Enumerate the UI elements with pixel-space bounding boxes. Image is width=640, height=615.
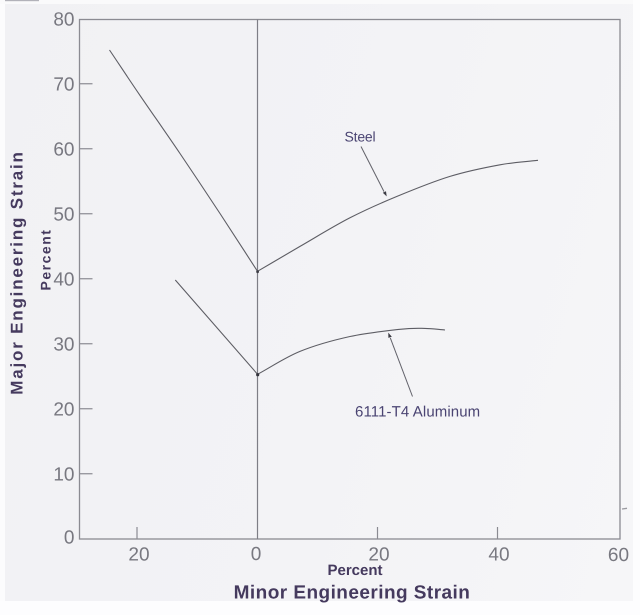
svg-text:0: 0 (251, 544, 262, 565)
svg-text:40: 40 (53, 269, 74, 290)
svg-text:30: 30 (53, 334, 74, 355)
svg-text:Major Engineering Strain: Major Engineering Strain (8, 150, 27, 394)
svg-text:10: 10 (53, 464, 74, 485)
svg-text:20: 20 (53, 399, 74, 420)
svg-text:6111-T4 Aluminum: 6111-T4 Aluminum (355, 403, 480, 420)
svg-text:0: 0 (64, 528, 75, 549)
svg-text:40: 40 (488, 545, 509, 566)
svg-text:Minor Engineering Strain: Minor Engineering Strain (234, 583, 471, 604)
svg-text:70: 70 (53, 74, 74, 95)
svg-text:60: 60 (53, 139, 74, 160)
svg-text:20: 20 (128, 545, 149, 566)
svg-text:Percent: Percent (38, 229, 54, 291)
svg-text:80: 80 (53, 9, 74, 30)
svg-text:20: 20 (368, 545, 389, 566)
svg-text:Steel: Steel (345, 129, 376, 145)
svg-text:60: 60 (608, 545, 629, 566)
svg-text:Percent: Percent (327, 562, 382, 579)
svg-text:50: 50 (53, 204, 74, 225)
